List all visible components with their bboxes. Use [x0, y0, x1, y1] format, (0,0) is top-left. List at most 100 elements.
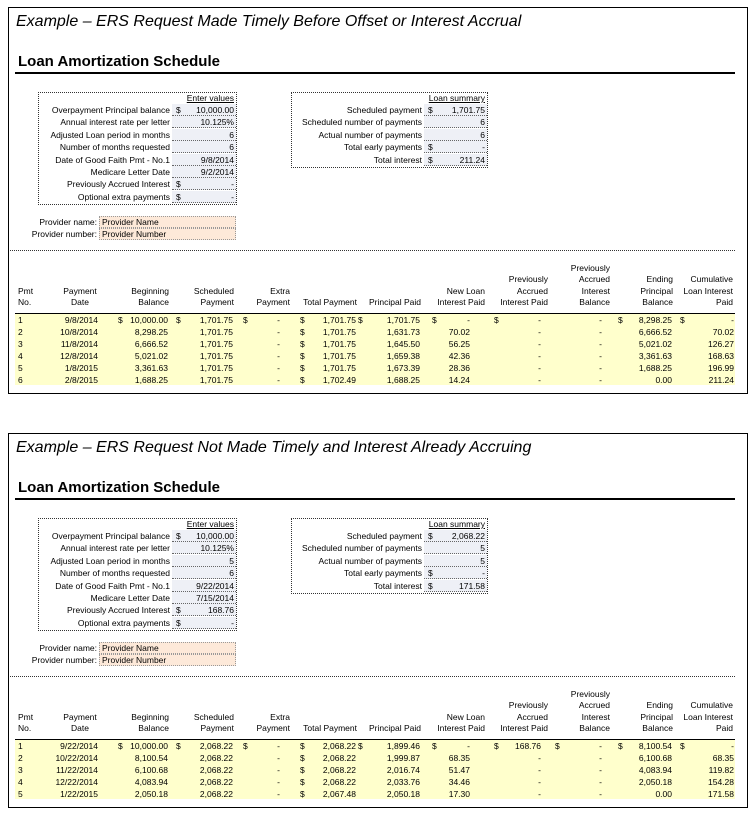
table-cell-currency: $ — [494, 741, 499, 751]
input-cell — [172, 116, 236, 129]
table-cell: 168.76 — [515, 741, 541, 751]
table-cell: 6,100.68 — [134, 765, 168, 775]
summary-cell — [424, 104, 487, 116]
table-cell: 10,000.00 — [130, 741, 168, 751]
panel-border — [8, 7, 748, 394]
summary-cell — [424, 530, 487, 542]
table-cell-currency: $ — [300, 753, 305, 763]
column-header: Interest Paid — [437, 297, 485, 307]
summary-cell — [424, 542, 487, 555]
payment-number: 2 — [18, 753, 23, 763]
payment-number: 5 — [18, 363, 23, 373]
payment-number: 5 — [18, 789, 23, 799]
input-label: Optional extra payments — [77, 191, 170, 202]
summary-value: 1,701.75 — [451, 105, 485, 115]
column-header: Principal — [640, 711, 673, 722]
table-cell-currency: $ — [300, 375, 305, 385]
table-cell: - — [599, 315, 602, 325]
column-header: New Loan — [446, 285, 485, 296]
table-cell-currency: $ — [300, 327, 305, 337]
input-cell — [172, 153, 236, 166]
schedule-heading: Loan Amortization Schedule — [18, 53, 220, 70]
table-band — [15, 739, 735, 799]
column-header: Principal Paid — [369, 723, 421, 733]
input-label: Previously Accrued Interest — [67, 605, 170, 616]
input-cell — [172, 190, 236, 203]
column-header: Payment — [63, 711, 97, 722]
input-value: 6 — [229, 568, 234, 579]
table-cell: 2,050.18 — [134, 789, 168, 799]
input-value: 10,000.00 — [196, 531, 234, 541]
table-cell-currency: $ — [358, 741, 363, 751]
table-cell: 10/8/2014 — [60, 327, 98, 337]
summary-label: Scheduled payment — [346, 531, 422, 541]
input-cell — [172, 592, 236, 604]
input-label: Adjusted Loan period in months — [50, 555, 170, 566]
column-header: Scheduled — [193, 285, 234, 296]
column-header: Cumulative — [690, 700, 733, 710]
example-title: Example – ERS Request Made Timely Before… — [16, 13, 522, 30]
table-cell-currency: $ — [176, 741, 181, 751]
input-cell — [172, 616, 236, 629]
inputs-box — [38, 92, 237, 205]
table-cell: - — [277, 327, 280, 337]
table-cell: 2,068.22 — [199, 765, 233, 775]
table-cell: 8,298.25 — [134, 327, 168, 337]
input-value: 10,000.00 — [196, 105, 234, 115]
input-label: Medicare Letter Date — [90, 167, 170, 177]
column-header: Payment — [200, 723, 234, 733]
input-cell — [172, 567, 236, 580]
table-cell: 0.00 — [655, 375, 672, 385]
input-cell — [172, 104, 236, 116]
table-cell-currency: $ — [618, 741, 623, 751]
column-header: Interest — [581, 711, 610, 722]
table-cell: 1/22/2015 — [60, 789, 98, 799]
table-cell: 2,068.22 — [199, 753, 233, 763]
table-cell: - — [277, 375, 280, 385]
table-cell: 9/8/2014 — [64, 315, 98, 325]
table-cell: 119.82 — [708, 765, 734, 775]
column-header: Payment — [200, 297, 234, 307]
column-header: Ending — [646, 274, 673, 284]
provider-value: Provider Name — [102, 643, 159, 653]
table-cell: 6,100.68 — [638, 753, 672, 763]
input-value-currency: $ — [176, 191, 181, 202]
input-label: Previously Accrued Interest — [67, 179, 170, 190]
table-cell-currency: $ — [300, 765, 305, 775]
column-header: Interest Paid — [500, 723, 548, 733]
input-label: Date of Good Faith Pmt - No.1 — [55, 580, 170, 591]
table-cell: 1,645.50 — [386, 339, 420, 349]
table-cell-currency: $ — [243, 741, 248, 751]
table-cell-currency: $ — [300, 363, 305, 373]
table-cell: - — [538, 315, 541, 325]
input-cell — [172, 166, 236, 178]
inputs-header: Enter values — [186, 519, 234, 529]
table-cell: 5,021.02 — [638, 339, 672, 349]
table-cell: 1,701.75 — [322, 351, 356, 361]
input-cell — [172, 141, 236, 154]
table-cell: 196.99 — [708, 363, 734, 373]
table-cell-currency: $ — [432, 741, 437, 751]
column-header: Accrued — [516, 711, 548, 722]
column-header: Principal Paid — [369, 297, 421, 307]
inputs-box — [38, 518, 237, 631]
column-header: Pmt — [18, 711, 34, 722]
column-header: Extra — [270, 711, 290, 722]
input-cell — [172, 542, 236, 555]
table-cell: - — [538, 339, 541, 349]
table-cell: 1,701.75 — [199, 315, 233, 325]
summary-value: - — [482, 568, 485, 579]
input-value: 10.125% — [200, 543, 234, 554]
table-cell: 10/22/2014 — [55, 753, 98, 763]
table-cell: 68.35 — [712, 753, 734, 763]
input-label: Annual interest rate per letter — [60, 117, 170, 128]
table-cell: 2,068.22 — [322, 741, 356, 751]
input-cell — [172, 530, 236, 542]
summary-label: Total early payments — [344, 568, 422, 579]
table-cell: 9/22/2014 — [60, 741, 98, 751]
table-cell-currency: $ — [300, 339, 305, 349]
table-cell: 1,688.25 — [386, 375, 420, 385]
table-cell: 2,068.22 — [199, 789, 233, 799]
provider-label: Provider number: — [31, 229, 97, 239]
